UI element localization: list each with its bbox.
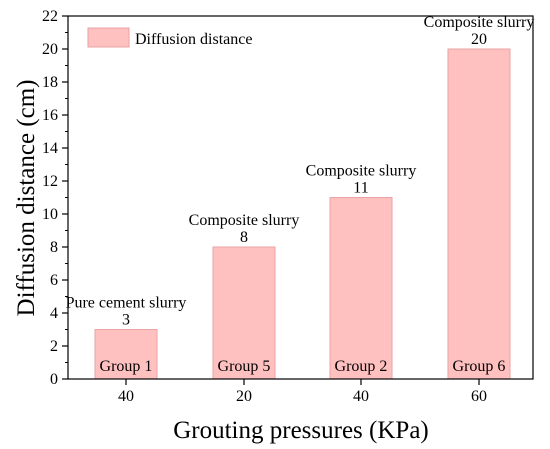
legend: Diffusion distance	[87, 27, 252, 48]
bar-annotation: Composite slurry	[306, 163, 417, 180]
bar-annotation: Pure cement slurry	[66, 295, 187, 312]
x-axis-title: Grouting pressures (KPa)	[173, 417, 429, 444]
bar-group-label: Group 1	[100, 358, 153, 375]
y-tick-label: 16	[42, 107, 58, 124]
bar	[447, 48, 511, 380]
bar-annotation: Composite slurry	[424, 14, 535, 31]
y-tick-label: 6	[50, 272, 58, 289]
bar	[329, 197, 393, 380]
bar-group-label: Group 2	[335, 358, 388, 375]
x-tick-label: 20	[236, 388, 252, 405]
data-label: 11	[353, 180, 368, 197]
y-tick-label: 22	[42, 8, 58, 25]
y-tick-label: 12	[42, 173, 58, 190]
y-tick-label: 2	[50, 338, 58, 355]
x-tick-label: 40	[118, 388, 134, 405]
data-label: 3	[122, 312, 130, 329]
bar-group-label: Group 5	[218, 358, 271, 375]
y-tick-label: 8	[50, 239, 58, 256]
x-tick-label: 60	[471, 388, 487, 405]
data-label: 20	[471, 31, 487, 48]
y-axis-title: Diffusion distance (cm)	[13, 80, 40, 317]
bar	[94, 329, 158, 380]
y-tick-label: 4	[50, 305, 58, 322]
bar-annotation: Composite slurry	[189, 212, 300, 229]
data-label: 8	[240, 229, 248, 246]
x-tick-label: 40	[353, 388, 369, 405]
bar-group-label: Group 6	[453, 358, 506, 375]
legend-swatch	[87, 27, 130, 48]
y-tick-label: 20	[42, 41, 58, 58]
y-tick-label: 14	[42, 140, 58, 157]
bar	[212, 246, 276, 380]
y-tick-label: 18	[42, 74, 58, 91]
legend-label: Diffusion distance	[135, 31, 252, 48]
y-tick-label: 10	[42, 206, 58, 223]
y-tick-label: 0	[50, 371, 58, 388]
